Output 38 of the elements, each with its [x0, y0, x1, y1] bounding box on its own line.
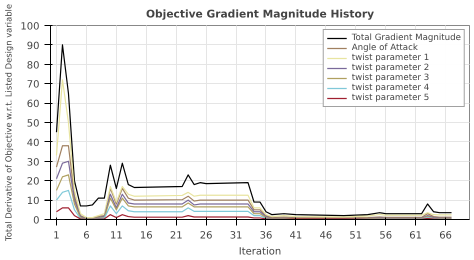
x-tick-label: 46 [319, 230, 332, 242]
x-tick-label: 16 [140, 230, 153, 242]
x-axis-title: Iteration [238, 246, 282, 258]
x-tick-label: 31 [230, 230, 242, 242]
legend-label: twist parameter 3 [352, 73, 430, 83]
x-tick-label: 66 [439, 230, 452, 242]
y-tick-label: 60 [26, 99, 40, 110]
legend-label: twist parameter 1 [352, 53, 430, 63]
y-tick-label: 40 [26, 138, 40, 149]
y-tick-label: 70 [26, 80, 40, 91]
y-axis-title: Total Derivative of Objective w.r.t. Listed Design variable [3, 4, 14, 242]
legend-label: twist parameter 4 [352, 83, 430, 93]
x-tick-label: 26 [200, 230, 212, 242]
x-tick-label: 61 [409, 230, 422, 242]
y-tick-label: 80 [26, 60, 40, 72]
line-series [56, 145, 452, 220]
x-tick-label: 6 [83, 230, 90, 242]
legend-label: Total Gradient Magnitude [352, 33, 461, 43]
chart-title: Objective Gradient Magnitude History [146, 8, 374, 20]
x-tick-label: 41 [290, 230, 302, 242]
y-tick-label: 90 [26, 40, 40, 52]
y-tick-label: 100 [20, 22, 40, 32]
legend-label: twist parameter 2 [352, 63, 430, 73]
y-tick-label: 20 [26, 176, 40, 188]
y-tick-label: 0 [33, 216, 40, 226]
x-tick-label: 21 [170, 230, 183, 242]
legend-label: twist parameter 5 [352, 93, 430, 103]
x-tick-label: 11 [110, 230, 123, 242]
x-tick-label: 51 [349, 230, 362, 242]
x-tick-label: 1 [53, 230, 60, 242]
x-tick-label: 36 [260, 230, 272, 242]
y-tick-label: 50 [26, 118, 40, 130]
line-series [56, 174, 452, 220]
line-series [56, 207, 452, 220]
y-tick-label: 30 [26, 157, 40, 168]
y-tick-label: 10 [26, 196, 40, 208]
x-tick-label: 56 [379, 230, 392, 242]
legend-label: Angle of Attack [352, 43, 418, 53]
